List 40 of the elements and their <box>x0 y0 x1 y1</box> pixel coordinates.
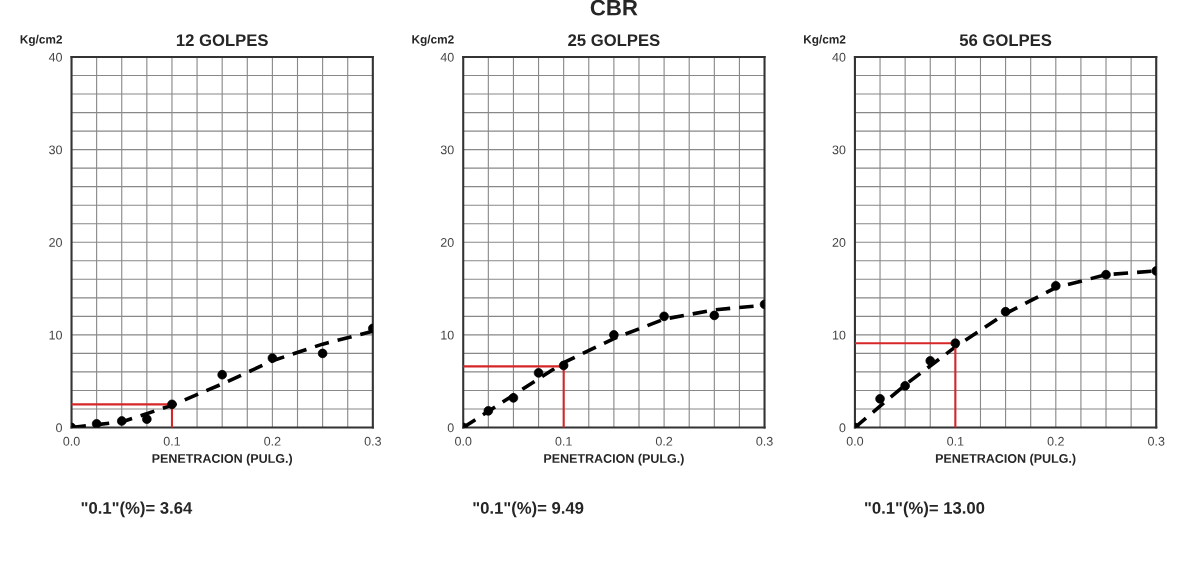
x-tick-label: 0.1 <box>555 436 572 446</box>
x-tick-label: 0.1 <box>163 436 181 446</box>
text: "0.1"(%)= 9.49 <box>473 501 584 518</box>
y-tick-label: 20 <box>832 238 846 247</box>
y-tick-label: 40 <box>832 52 846 62</box>
y-tick-label: 30 <box>49 145 62 155</box>
chart-title: 12 GOLPES <box>176 34 268 47</box>
x-tick-label: 0.3 <box>364 436 381 446</box>
text: "0.1"(%)= 13.00 <box>865 501 985 518</box>
y-tick-label: 10 <box>49 330 62 340</box>
y-tick-label: 0 <box>447 423 454 433</box>
y-tick-label: 20 <box>440 238 454 247</box>
x-tick-label: 0.0 <box>846 436 864 446</box>
x-tick-label: 0.3 <box>1148 436 1165 446</box>
x-tick-label: 0.0 <box>63 436 80 446</box>
text: CBR <box>590 0 638 16</box>
x-axis-title: PENETRACION (PULG.) <box>935 453 1076 466</box>
y-axis-title: Kg/cm2 <box>412 34 454 46</box>
x-tick-label: 0.2 <box>1047 436 1064 446</box>
y-axis-title: Kg/cm2 <box>804 34 846 46</box>
y-tick-label: 20 <box>49 238 62 247</box>
x-tick-label: 0.3 <box>756 436 773 446</box>
x-tick-label: 0.0 <box>455 436 472 446</box>
x-axis-title: PENETRACION (PULG.) <box>152 453 293 466</box>
text: "0.1"(%)= 3.64 <box>81 501 193 518</box>
y-axis-title: Kg/cm2 <box>20 34 63 46</box>
y-tick-label: 0 <box>56 423 62 433</box>
x-tick-label: 0.2 <box>264 436 281 446</box>
y-tick-label: 40 <box>48 52 62 62</box>
y-tick-label: 30 <box>832 145 846 155</box>
chart-title: 25 GOLPES <box>568 34 660 47</box>
y-tick-label: 10 <box>441 330 454 340</box>
x-tick-label: 0.1 <box>947 436 964 446</box>
y-tick-label: 0 <box>839 423 846 433</box>
y-tick-label: 40 <box>440 52 454 62</box>
y-tick-label: 30 <box>440 145 454 155</box>
x-tick-label: 0.2 <box>655 436 673 446</box>
x-axis-title: PENETRACION (PULG.) <box>544 453 684 466</box>
chart-title: 56 GOLPES <box>959 34 1052 47</box>
y-tick-label: 10 <box>832 330 846 340</box>
